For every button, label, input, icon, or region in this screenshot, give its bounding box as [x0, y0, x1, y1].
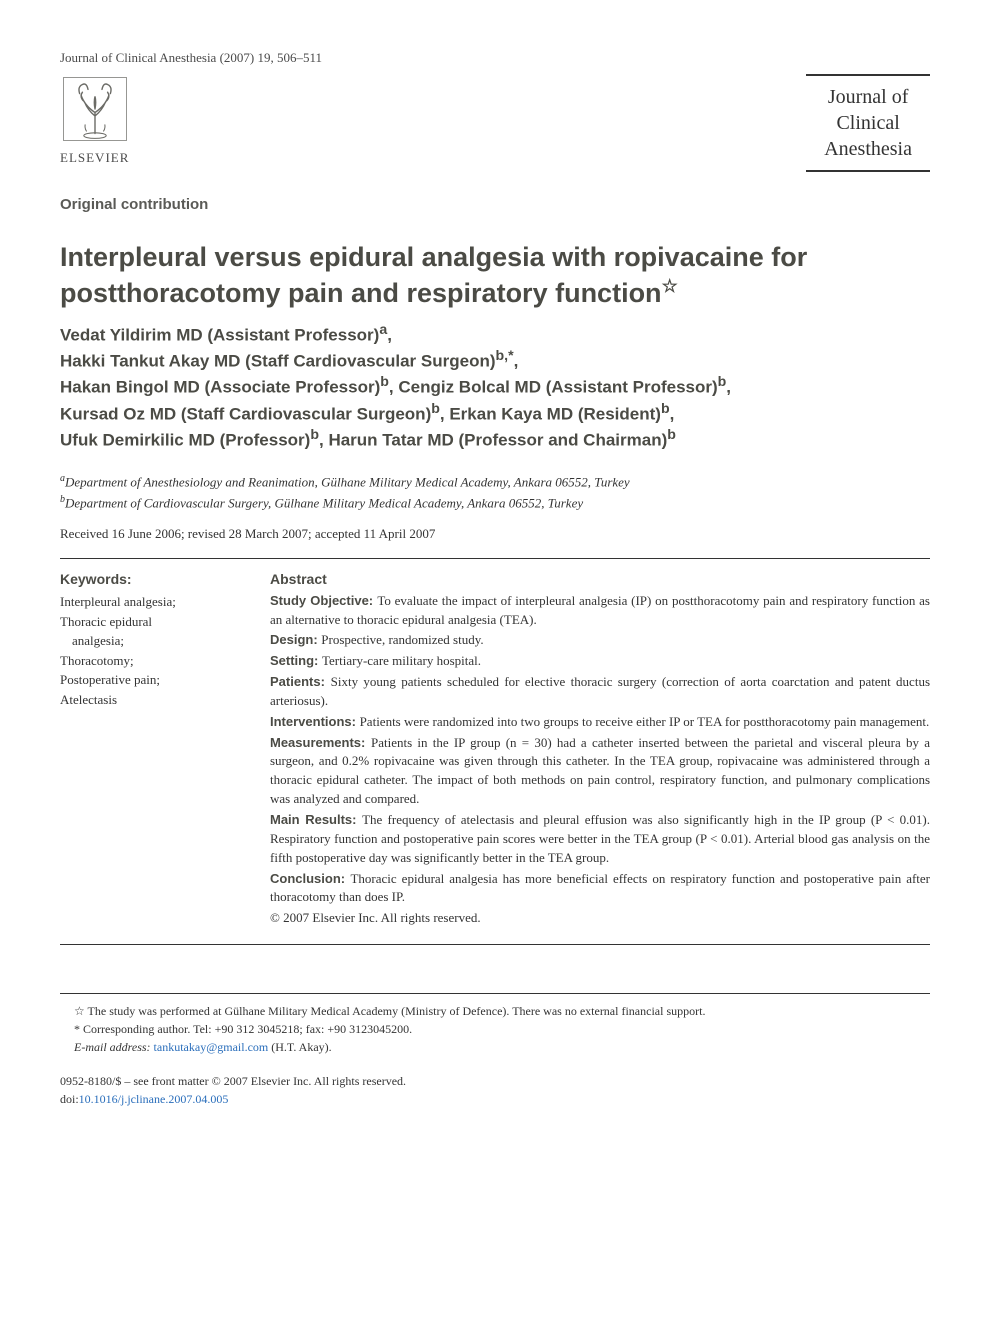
- journal-line-2: Clinical: [824, 110, 912, 136]
- title-footnote-star-icon: ☆: [662, 276, 678, 296]
- abstract-section-text: Thoracic epidural analgesia has more ben…: [270, 871, 930, 905]
- article-title: Interpleural versus epidural analgesia w…: [60, 241, 930, 311]
- email-person: (H.T. Akay).: [271, 1040, 331, 1054]
- running-head: Journal of Clinical Anesthesia (2007) 19…: [60, 50, 930, 66]
- abstract-sections: Study Objective: To evaluate the impact …: [270, 592, 930, 908]
- keywords-heading: Keywords:: [60, 569, 242, 590]
- abstract-section: Conclusion: Thoracic epidural analgesia …: [270, 870, 930, 908]
- abstract-section-label: Measurements:: [270, 735, 371, 750]
- keyword-item: Postoperative pain;: [60, 670, 242, 690]
- abstract-section-text: Tertiary-care military hospital.: [322, 653, 481, 668]
- abstract-section-label: Design:: [270, 632, 321, 647]
- abstract-section-text: Patients were randomized into two groups…: [360, 714, 930, 729]
- copyright-block: 0952-8180/$ – see front matter © 2007 El…: [60, 1072, 930, 1108]
- article-dates: Received 16 June 2006; revised 28 March …: [60, 526, 930, 542]
- author-list: Vedat Yildirim MD (Assistant Professor)a…: [60, 321, 930, 453]
- journal-line-1: Journal of: [824, 84, 912, 110]
- footnote-email: E-mail address: tankutakay@gmail.com (H.…: [60, 1038, 930, 1056]
- publisher-name: ELSEVIER: [60, 150, 129, 166]
- abstract-section: Interventions: Patients were randomized …: [270, 713, 930, 732]
- abstract-section: Measurements: Patients in the IP group (…: [270, 734, 930, 809]
- journal-line-3: Anesthesia: [824, 136, 912, 162]
- abstract-section-label: Main Results:: [270, 812, 362, 827]
- abstract-section-text: Prospective, randomized study.: [321, 632, 483, 647]
- keyword-item: Atelectasis: [60, 690, 242, 710]
- keywords-column: Keywords: Interpleural analgesia;Thoraci…: [60, 569, 242, 930]
- elsevier-tree-icon: [60, 74, 130, 144]
- abstract-section-label: Conclusion:: [270, 871, 350, 886]
- keyword-item: Thoracotomy;: [60, 651, 242, 671]
- abstract-section: Patients: Sixty young patients scheduled…: [270, 673, 930, 711]
- email-label: E-mail address:: [74, 1040, 151, 1054]
- affiliation-a: aDepartment of Anesthesiology and Reanim…: [60, 471, 930, 492]
- abstract-section: Setting: Tertiary-care military hospital…: [270, 652, 930, 671]
- footnote-rule: [60, 993, 930, 994]
- footnote-star: ☆ The study was performed at Gülhane Mil…: [60, 1002, 930, 1020]
- doi-label: doi:: [60, 1092, 79, 1106]
- abstract-section-text: Sixty young patients scheduled for elect…: [270, 674, 930, 708]
- abstract-section-text: The frequency of atelectasis and pleural…: [270, 812, 930, 865]
- publisher-block: ELSEVIER: [60, 74, 130, 166]
- keyword-item: Thoracic epidural: [60, 612, 242, 632]
- header-row: ELSEVIER Journal of Clinical Anesthesia: [60, 74, 930, 172]
- affiliation-b: bDepartment of Cardiovascular Surgery, G…: [60, 492, 930, 513]
- doi-line: doi:10.1016/j.jclinane.2007.04.005: [60, 1090, 930, 1108]
- abstract-column: Abstract Study Objective: To evaluate th…: [270, 569, 930, 930]
- abstract-copyright: © 2007 Elsevier Inc. All rights reserved…: [270, 909, 930, 928]
- abstract-section: Study Objective: To evaluate the impact …: [270, 592, 930, 630]
- abstract-keywords-block: Keywords: Interpleural analgesia;Thoraci…: [60, 558, 930, 945]
- affiliations: aDepartment of Anesthesiology and Reanim…: [60, 471, 930, 513]
- abstract-section-label: Setting:: [270, 653, 322, 668]
- footnote-corresponding: * Corresponding author. Tel: +90 312 304…: [60, 1020, 930, 1038]
- footnotes: ☆ The study was performed at Gülhane Mil…: [60, 1002, 930, 1056]
- abstract-section-label: Patients:: [270, 674, 331, 689]
- doi-link[interactable]: 10.1016/j.jclinane.2007.04.005: [79, 1092, 229, 1106]
- abstract-section-label: Interventions:: [270, 714, 360, 729]
- abstract-heading: Abstract: [270, 569, 930, 589]
- keyword-item: analgesia;: [60, 631, 242, 651]
- article-type: Original contribution: [60, 196, 930, 213]
- issn-copyright: 0952-8180/$ – see front matter © 2007 El…: [60, 1072, 930, 1090]
- abstract-section: Design: Prospective, randomized study.: [270, 631, 930, 650]
- abstract-section-label: Study Objective:: [270, 593, 377, 608]
- abstract-section: Main Results: The frequency of atelectas…: [270, 811, 930, 868]
- journal-title-box: Journal of Clinical Anesthesia: [806, 74, 930, 172]
- title-text: Interpleural versus epidural analgesia w…: [60, 242, 807, 308]
- article-page: Journal of Clinical Anesthesia (2007) 19…: [0, 0, 990, 1158]
- email-link[interactable]: tankutakay@gmail.com: [154, 1040, 269, 1054]
- keyword-item: Interpleural analgesia;: [60, 592, 242, 612]
- keywords-list: Interpleural analgesia;Thoracic epidural…: [60, 592, 242, 709]
